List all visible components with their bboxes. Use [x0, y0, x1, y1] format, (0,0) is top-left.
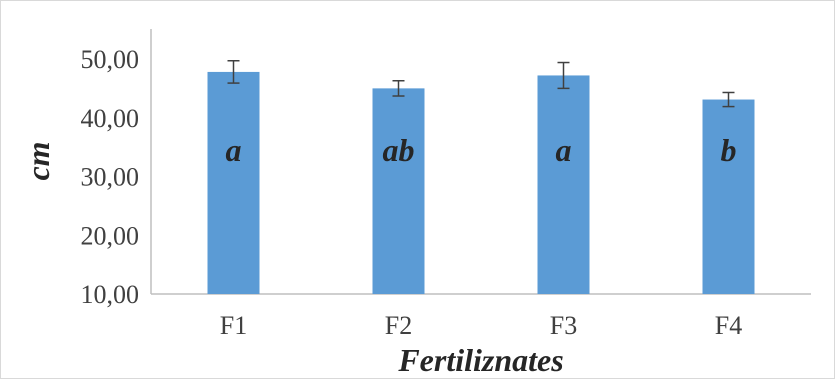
- bars-group: [207, 71, 755, 294]
- x-tick-label-f3: F3: [550, 311, 577, 340]
- error-bar-f2: [392, 79, 405, 97]
- y-tick-label: 40,00: [81, 104, 140, 133]
- x-tick-label-f2: F2: [385, 311, 412, 340]
- y-tick-label: 30,00: [81, 163, 140, 192]
- x-axis-title: Fertiliznates: [397, 342, 563, 378]
- bar-f3: [537, 75, 590, 294]
- error-bar-f3: [557, 61, 570, 90]
- bar-f2: [372, 88, 425, 294]
- bar-letter-f1: a: [226, 132, 242, 168]
- x-tick-label-f4: F4: [715, 311, 742, 340]
- y-tick-label: 50,00: [81, 45, 140, 74]
- bar-letter-f2: ab: [383, 132, 415, 168]
- bar-letter-f3: a: [556, 132, 572, 168]
- x-tick-label-f1: F1: [220, 311, 247, 340]
- y-axis-ticks: 10,00 20,00 30,00 40,00 50,00: [81, 45, 140, 309]
- bar-letter-f4: b: [721, 132, 737, 168]
- error-bars-group: [227, 60, 735, 108]
- y-axis-title: cm: [20, 141, 56, 180]
- error-bar-f1: [227, 60, 240, 84]
- bar-f1: [207, 71, 260, 294]
- error-bar-f4: [722, 91, 735, 108]
- y-tick-label: 10,00: [81, 280, 140, 309]
- x-axis-category-labels: F1 F2 F3 F4: [220, 311, 742, 340]
- y-tick-label: 20,00: [81, 221, 140, 250]
- bar-letter-labels: a ab a b: [226, 132, 737, 168]
- bar-f4: [702, 99, 755, 294]
